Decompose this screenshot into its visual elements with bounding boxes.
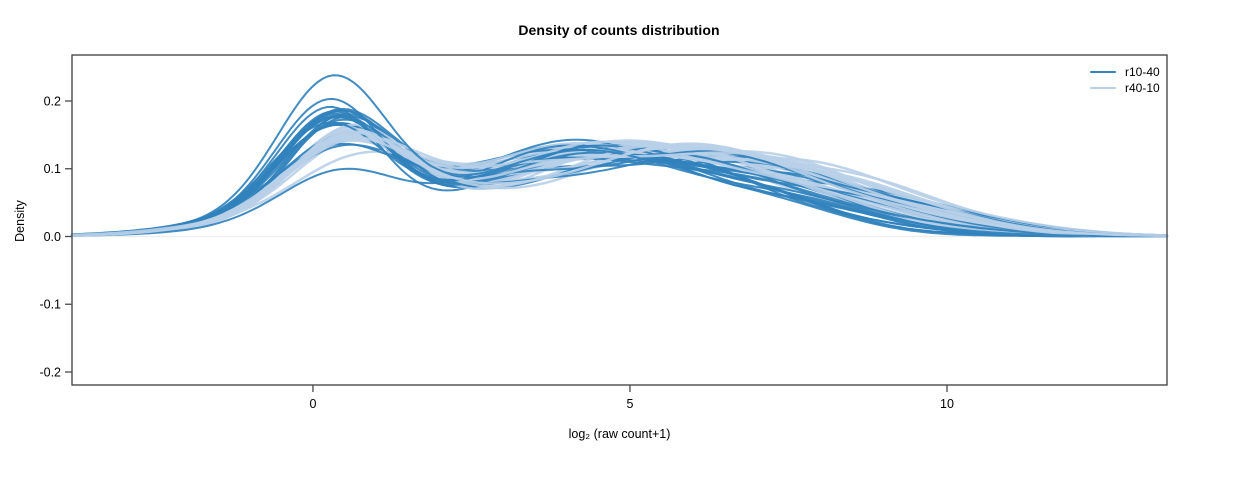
legend-label: r40-10 (1125, 81, 1160, 95)
legend: r10-40 r40-10 (1090, 64, 1160, 96)
y-tick-label: -0.1 (39, 298, 61, 312)
x-axis-label: log₂ (raw count+1) (568, 427, 671, 441)
y-tick-label: 0.2 (44, 95, 61, 109)
y-tick-label: 0.0 (44, 230, 61, 244)
plot-border (71, 54, 1168, 386)
density-curve-r10-40 (71, 97, 1168, 238)
y-tick-label: -0.2 (39, 365, 61, 379)
legend-item-r10-40: r10-40 (1090, 64, 1160, 80)
x-tick-label: 0 (309, 397, 316, 411)
density-curve-r40-10 (70, 130, 1169, 238)
legend-item-r40-10: r40-10 (1090, 80, 1160, 96)
legend-label: r10-40 (1125, 65, 1160, 79)
x-tick-label: 5 (626, 397, 633, 411)
density-curve-r10-40 (71, 144, 1168, 238)
density-curve-r10-40 (71, 74, 1168, 238)
x-tick-label: 10 (940, 397, 954, 411)
y-axis-label: Density (13, 200, 27, 242)
chart-title: Density of counts distribution (518, 22, 720, 38)
legend-line-icon (1090, 71, 1116, 73)
y-tick-label: 0.1 (44, 162, 61, 176)
legend-line-icon (1090, 86, 1116, 90)
